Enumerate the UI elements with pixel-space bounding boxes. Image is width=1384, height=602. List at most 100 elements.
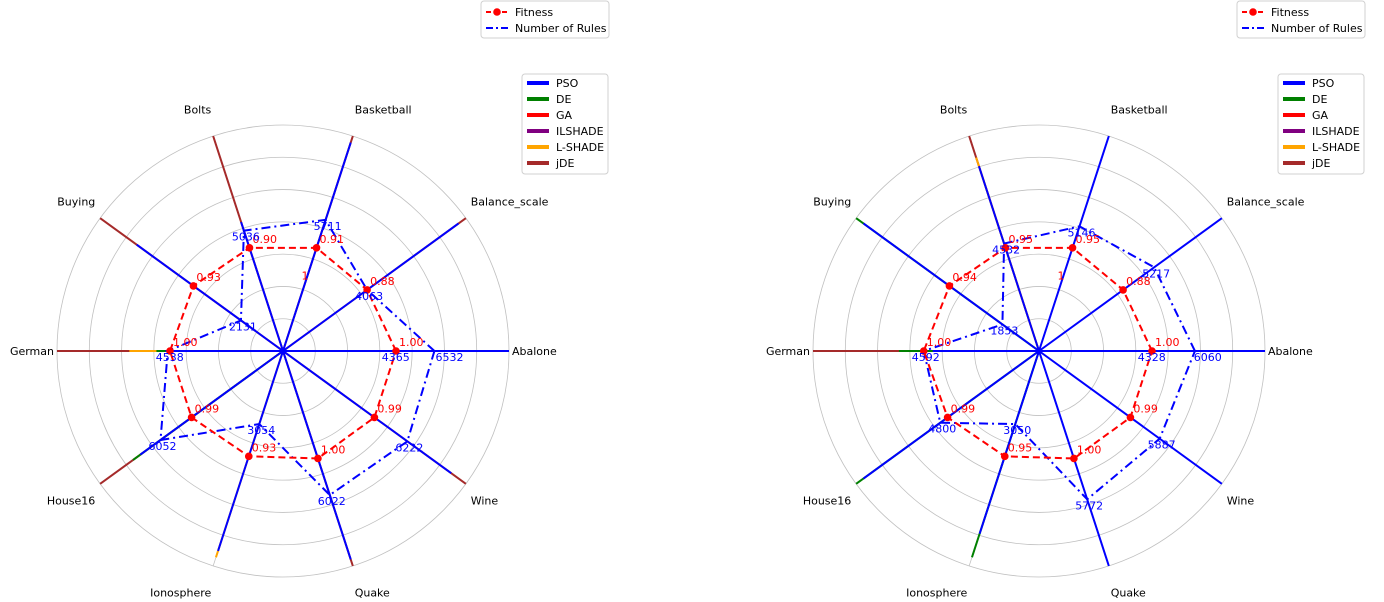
fitness-label: 1.00 — [399, 336, 424, 349]
category-label: Bolts — [940, 103, 968, 116]
fitness-label: 0.94 — [952, 271, 977, 284]
rules-label: 4063 — [355, 290, 383, 303]
legend-fitness-label: Fitness — [515, 6, 553, 19]
rules-label: 6052 — [148, 440, 176, 453]
spoke-pso — [862, 350, 1040, 480]
rules-label: 1853 — [990, 324, 1018, 337]
rules-label: 5217 — [1142, 267, 1170, 280]
fitness-marker — [1126, 413, 1135, 422]
rules-label: 5711 — [314, 220, 342, 233]
rules-label: 4328 — [1138, 351, 1166, 364]
category-label: Buying — [813, 196, 851, 209]
category-label: German — [10, 345, 54, 358]
legend-fitness-label: Fitness — [1271, 6, 1309, 19]
fitness-label: 1.00 — [321, 443, 346, 456]
fitness-label: 0.99 — [1133, 402, 1158, 415]
fitness-label: 1.00 — [1155, 336, 1180, 349]
rules-label: 6222 — [395, 441, 423, 454]
metric-legend-frame — [1236, 0, 1366, 39]
category-label: Abalone — [512, 345, 557, 358]
fitness-marker — [1000, 452, 1009, 461]
rules-label: 5887 — [1148, 439, 1176, 452]
rules-label: 5036 — [232, 231, 260, 244]
extra-label: 1 — [1058, 269, 1065, 282]
legend-label-ilshade: ILSHADE — [556, 125, 604, 138]
fitness-marker — [1070, 454, 1078, 463]
spoke-pso — [240, 221, 284, 352]
fitness-marker — [1001, 244, 1010, 252]
spoke-pso — [217, 350, 284, 552]
fitness-marker — [943, 413, 952, 422]
legend-label-l-shade: L-SHADE — [1312, 141, 1360, 154]
fitness-marker — [312, 244, 321, 252]
rules-label: 4365 — [382, 351, 410, 364]
category-label: Balance_scale — [471, 196, 549, 209]
category-label: Wine — [1227, 494, 1255, 507]
rules-label: 4538 — [156, 351, 184, 364]
category-label: Bolts — [184, 103, 212, 116]
extra-label: 1 — [302, 269, 309, 282]
method-legend: PSO DE GA ILSHADE L-SHADE jDE — [1277, 73, 1365, 175]
category-label: German — [766, 345, 810, 358]
rules-label: 4532 — [992, 244, 1020, 257]
fitness-marker — [1119, 286, 1127, 294]
fitness-marker — [1068, 244, 1077, 252]
fitness-label: 1.00 — [1077, 443, 1102, 456]
rules-label: 2131 — [229, 320, 257, 333]
extra-label: 6532 — [435, 351, 463, 364]
fitness-marker — [363, 286, 371, 294]
fitness-label: 0.99 — [377, 402, 402, 415]
fitness-label: 0.99 — [951, 402, 976, 415]
fitness-label: 0.95 — [1076, 233, 1101, 246]
legend-label-ga: GA — [556, 109, 573, 122]
fitness-marker — [1148, 347, 1156, 355]
category-label: House16 — [47, 494, 95, 507]
spoke-pso — [977, 165, 1040, 352]
fitness-marker — [392, 347, 400, 355]
legend-label-jde: jDE — [1311, 157, 1331, 170]
legend-rules-label: Number of Rules — [515, 22, 607, 35]
rules-label: 4592 — [912, 351, 940, 364]
fitness-marker — [314, 454, 322, 463]
category-label: Buying — [57, 196, 95, 209]
fitness-label: 0.99 — [195, 402, 220, 415]
rules-label: 6022 — [318, 495, 346, 508]
fitness-label: 0.95 — [1008, 233, 1032, 246]
radar-chart-2: 1.00 0.88 0.95 0.95 0.94 1.00 0.99 0.95 1.00 0.99… — [766, 103, 1313, 599]
spoke-pso — [282, 222, 460, 352]
fitness-marker — [919, 347, 928, 355]
legend-label-jde: jDE — [555, 157, 575, 170]
rules-label: 4800 — [928, 423, 956, 436]
category-label: Ionosphere — [150, 587, 211, 600]
metric-legend: Fitness Number of Rules — [480, 0, 610, 39]
fitness-marker — [189, 282, 198, 290]
rules-label: 3054 — [247, 424, 275, 437]
fitness-label: 0.93 — [252, 441, 277, 454]
category-label: Ionosphere — [906, 587, 967, 600]
method-legend: PSO DE GA ILSHADE L-SHADE jDE — [521, 73, 609, 175]
fitness-marker — [370, 413, 379, 422]
fitness-label: 0.95 — [1008, 441, 1033, 454]
rules-label: 3050 — [1003, 424, 1031, 437]
fitness-polygon — [168, 246, 398, 460]
spoke-pso — [978, 350, 1040, 535]
metric-legend-frame — [480, 0, 610, 39]
category-label: Quake — [1111, 587, 1146, 600]
category-label: Abalone — [1268, 345, 1313, 358]
fitness-marker — [166, 347, 174, 355]
spoke-pso — [1038, 217, 1223, 352]
fitness-label: 0.93 — [196, 271, 221, 284]
radar-chart-1: 1.00 0.88 0.91 0.90 0.93 1.00 0.99 0.93 1.00 0.99… — [10, 103, 557, 599]
fitness-label: 1.00 — [173, 336, 198, 349]
legend-label-de: DE — [556, 93, 571, 106]
fitness-marker — [244, 452, 253, 461]
legend-label-ilshade: ILSHADE — [1312, 125, 1360, 138]
category-label: Wine — [471, 494, 499, 507]
category-label: Basketball — [1111, 103, 1168, 116]
fitness-marker — [945, 282, 954, 290]
legend-label-l-shade: L-SHADE — [556, 141, 604, 154]
spoke-pso — [1038, 135, 1110, 352]
legend-fitness-marker — [1249, 8, 1257, 16]
metric-legend: Fitness Number of Rules — [1236, 0, 1366, 39]
